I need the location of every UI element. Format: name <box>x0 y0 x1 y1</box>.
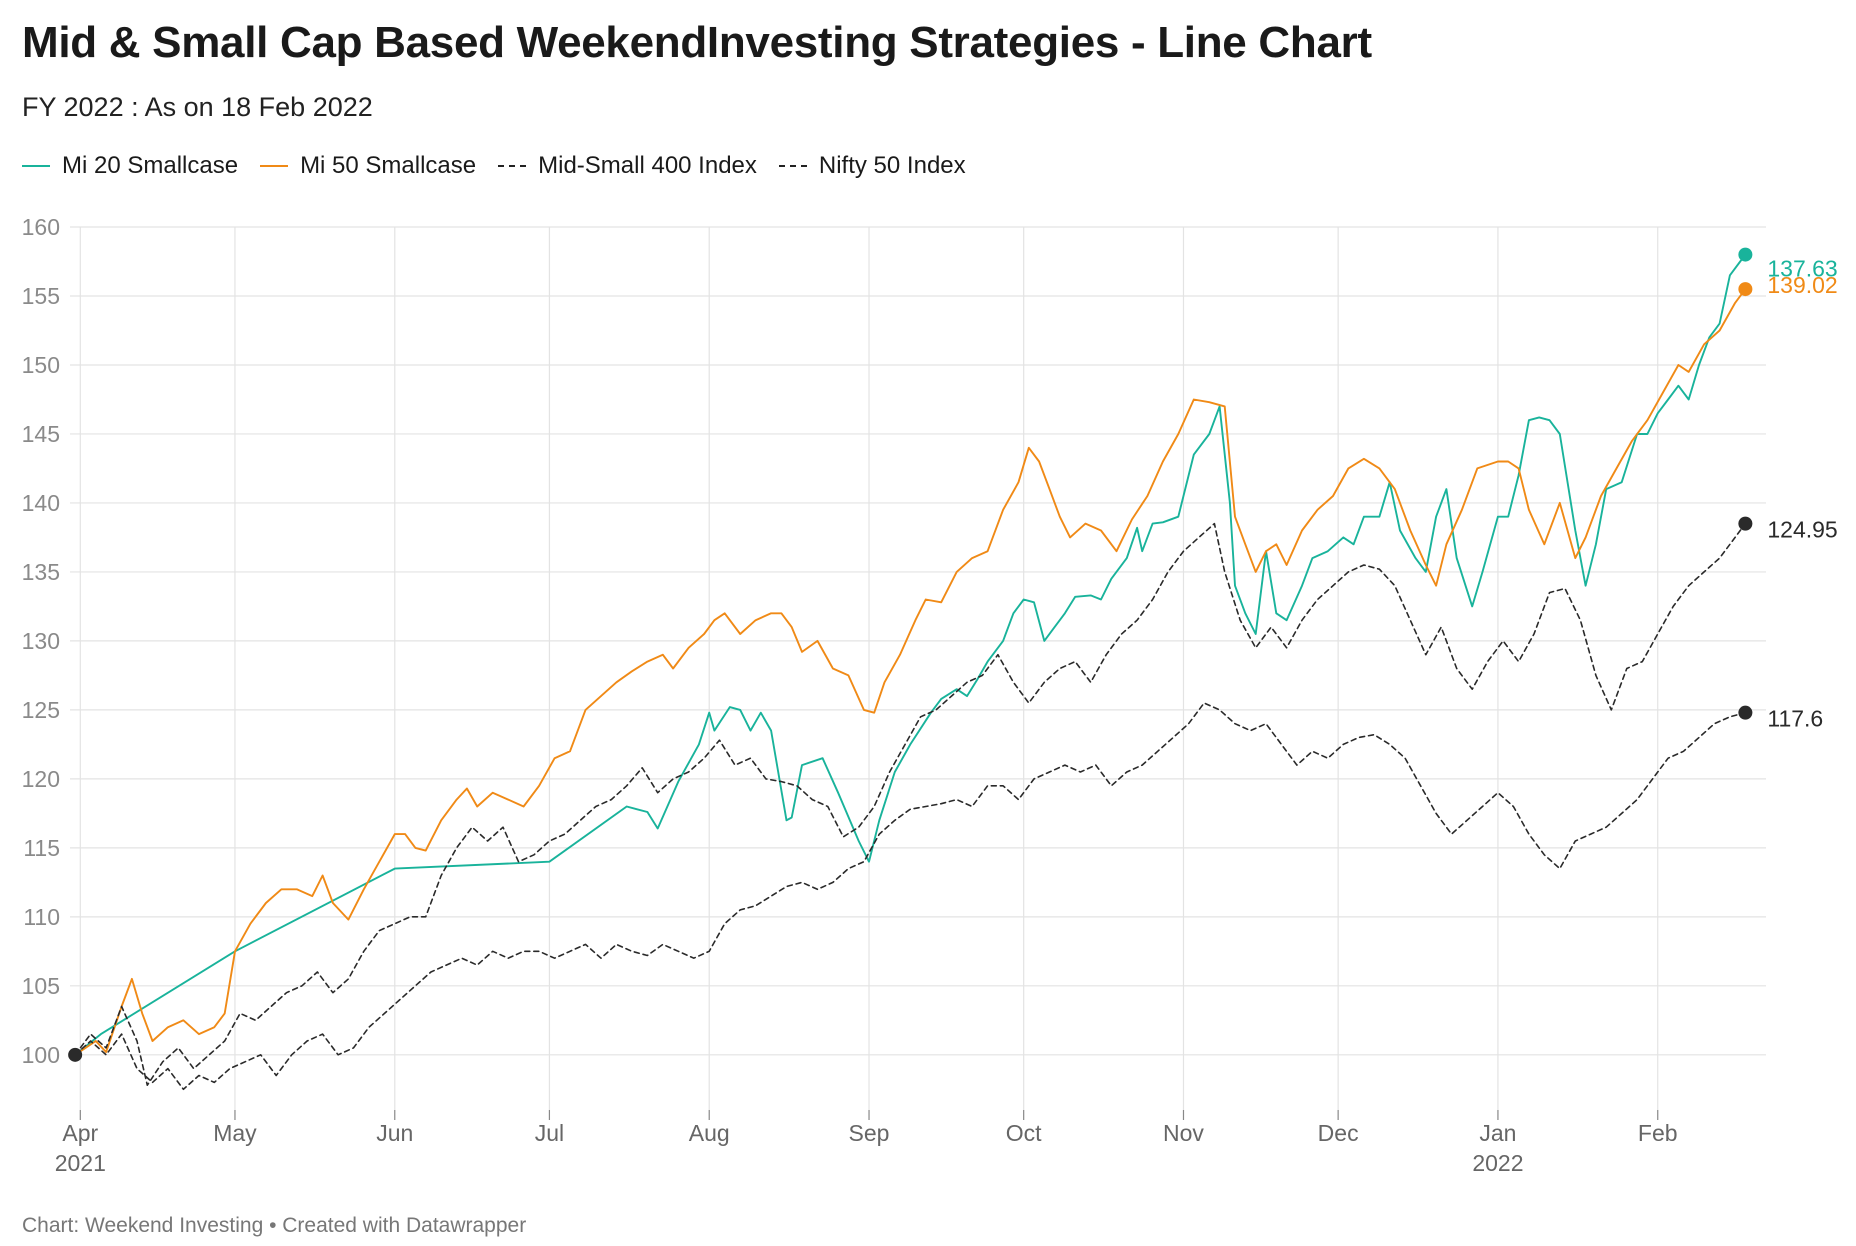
series-line-nifty50 <box>74 702 1747 1091</box>
y-tick-label-120: 120 <box>22 766 60 792</box>
y-tick-label-115: 115 <box>23 835 60 861</box>
y-tick-label-140: 140 <box>22 490 60 516</box>
y-tick-label-100: 100 <box>22 1042 60 1068</box>
legend-label-mi50: Mi 50 Smallcase <box>300 152 477 179</box>
series-end-dot-mi20 <box>1738 247 1753 262</box>
legend-item-mi20: Mi 20 Smallcase <box>22 152 238 180</box>
x-tick-label-oct: Oct <box>1006 1120 1042 1146</box>
x-tick-year-2021: 2021 <box>55 1150 106 1176</box>
y-tick-label-105: 105 <box>22 973 60 999</box>
legend-swatch-mi50 <box>260 165 289 167</box>
legend-swatch-midsmall400 <box>498 165 527 167</box>
y-tick-label-155: 155 <box>22 283 60 309</box>
series-line-mi20 <box>74 253 1747 1056</box>
y-tick-label-130: 130 <box>22 628 60 654</box>
legend-item-midsmall400: Mid-Small 400 Index <box>498 152 757 180</box>
x-tick-label-aug: Aug <box>689 1120 730 1146</box>
x-tick-label-dec: Dec <box>1318 1120 1359 1146</box>
series-end-label-midsmall400: 124.95 <box>1767 517 1837 543</box>
y-tick-label-125: 125 <box>22 697 60 723</box>
x-tick-label-jul: Jul <box>535 1120 564 1146</box>
chart-credit: Chart: Weekend Investing • Created with … <box>22 1214 527 1237</box>
y-tick-label-135: 135 <box>22 559 60 585</box>
series-line-midsmall400 <box>74 522 1747 1086</box>
x-tick-label-may: May <box>213 1120 257 1146</box>
series-end-label-mi50: 139.02 <box>1767 272 1837 298</box>
chart-subtitle: FY 2022 : As on 18 Feb 2022 <box>22 92 373 122</box>
x-tick-label-sep: Sep <box>849 1120 890 1146</box>
x-tick-label-apr: Apr <box>62 1120 98 1146</box>
x-tick-year-2022: 2022 <box>1472 1150 1523 1176</box>
legend-label-mi20: Mi 20 Smallcase <box>62 152 239 179</box>
chart-title: Mid & Small Cap Based WeekendInvesting S… <box>22 18 1372 67</box>
y-tick-label-160: 160 <box>22 214 60 240</box>
legend-swatch-nifty50 <box>778 165 807 167</box>
legend-label-midsmall400: Mid-Small 400 Index <box>538 152 757 179</box>
series-line-mi50 <box>74 288 1747 1056</box>
x-tick-label-nov: Nov <box>1163 1120 1204 1146</box>
x-tick-label-feb: Feb <box>1638 1120 1678 1146</box>
series-end-label-nifty50: 117.6 <box>1767 706 1823 732</box>
series-end-dot-nifty50 <box>1738 705 1753 720</box>
legend-item-mi50: Mi 50 Smallcase <box>260 152 476 180</box>
line-chart: 100 105 110 115 120 125 130 135 140 145 150 155 160 A… <box>22 214 1838 1176</box>
series-start-dot <box>68 1047 83 1062</box>
y-tick-label-150: 150 <box>22 352 60 378</box>
x-tick-label-jun: Jun <box>376 1120 413 1146</box>
series-end-dot-mi50 <box>1738 282 1753 297</box>
legend-swatch-mi20 <box>22 165 50 167</box>
series-end-dot-midsmall400 <box>1738 516 1753 531</box>
legend-item-nifty50: Nifty 50 Index <box>778 152 966 180</box>
y-tick-label-145: 145 <box>22 421 60 447</box>
x-tick-label-jan: Jan <box>1479 1120 1516 1146</box>
series-end-label-mi20: 137.63 <box>1767 256 1837 282</box>
legend-label-nifty50: Nifty 50 Index <box>818 152 966 179</box>
y-tick-label-110: 110 <box>23 904 60 930</box>
chart-legend: Mi 20 Smallcase Mi 50 Smallcase Mid-Smal… <box>22 152 988 180</box>
